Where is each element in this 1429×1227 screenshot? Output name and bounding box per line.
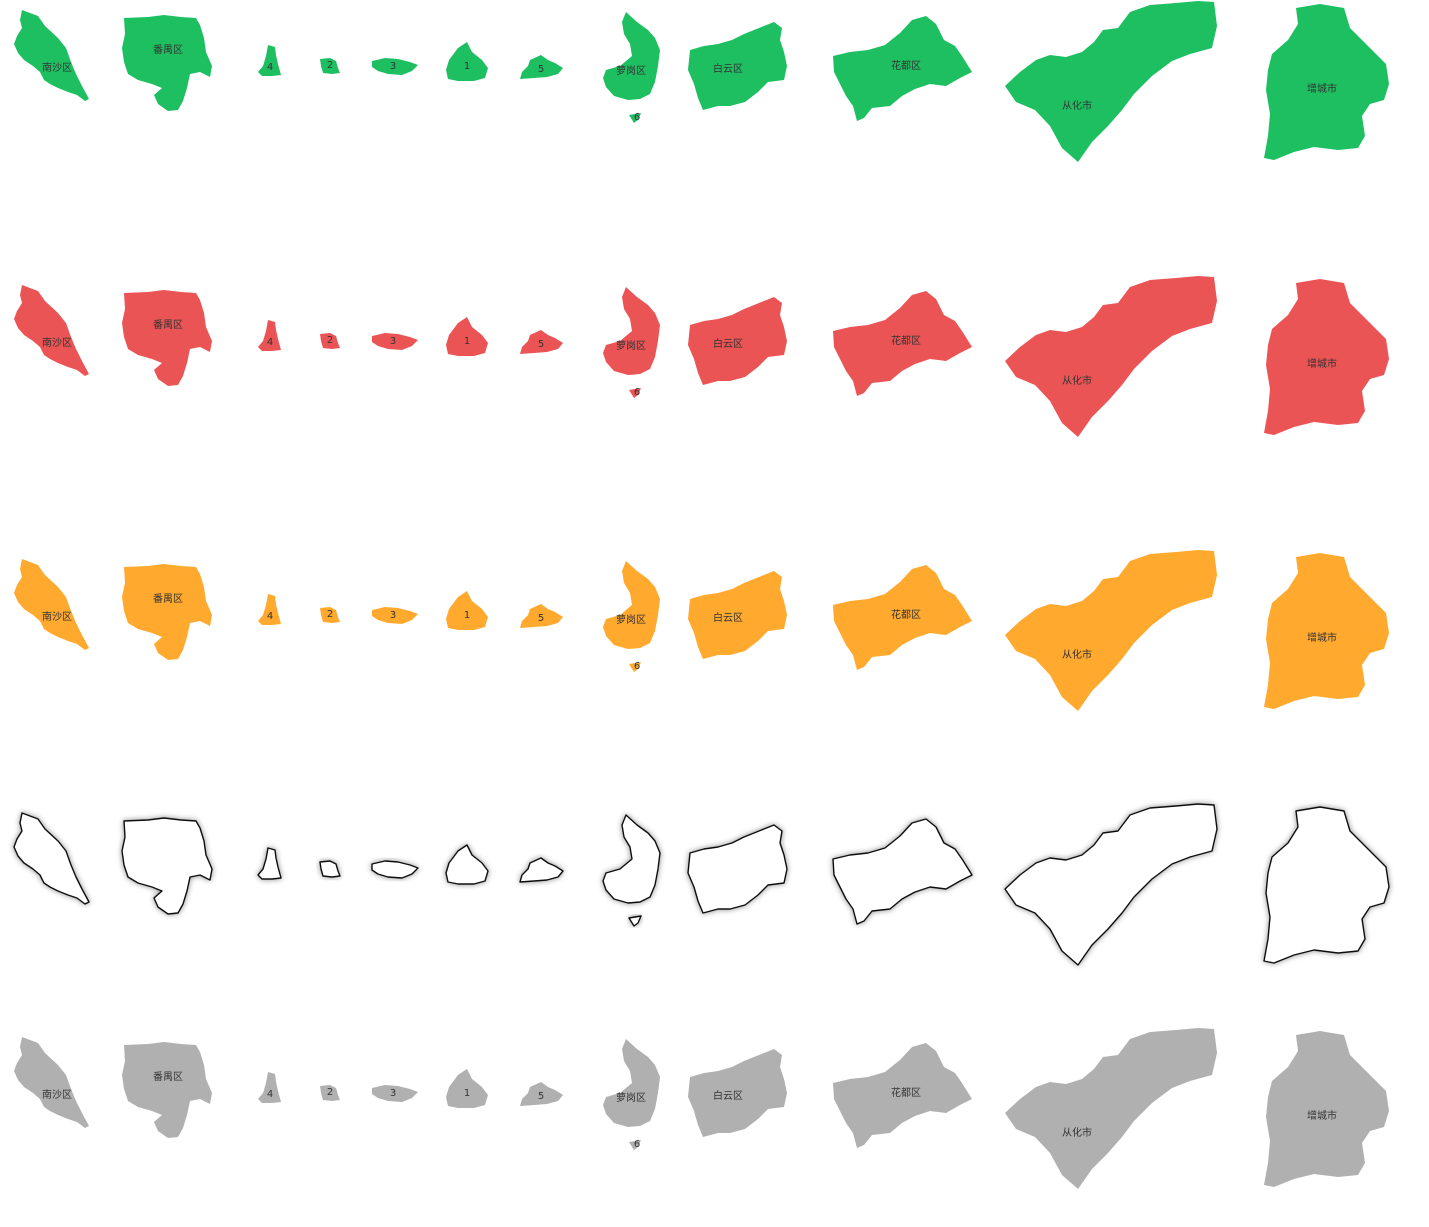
- district-nansha-outline[interactable]: [13, 812, 90, 905]
- district-d2-orange[interactable]: [320, 607, 340, 623]
- district-panyu-gray[interactable]: [122, 1042, 212, 1138]
- district-huadu-red[interactable]: [833, 291, 972, 396]
- map-row-red: 南沙区 番禺区 4 2 3 1 5 萝岗区 6 白云区 花都区 从化市 增城市: [0, 275, 1429, 475]
- district-zengcheng-green[interactable]: [1264, 4, 1389, 160]
- district-huadu-orange[interactable]: [833, 565, 972, 670]
- district-d6-gray[interactable]: [629, 1140, 641, 1150]
- district-d1-orange[interactable]: [446, 591, 488, 630]
- district-baiyun-outline[interactable]: [687, 824, 788, 914]
- district-d6-outline[interactable]: [628, 915, 642, 927]
- district-huangpu-red[interactable]: [603, 287, 660, 375]
- district-zengcheng-red[interactable]: [1264, 279, 1389, 435]
- district-d2-outline[interactable]: [319, 860, 341, 878]
- district-nansha-green[interactable]: [14, 10, 89, 101]
- district-d4-green[interactable]: [258, 45, 281, 76]
- district-d2-red[interactable]: [320, 333, 340, 349]
- district-panyu-outline[interactable]: [121, 817, 213, 915]
- district-nansha-red[interactable]: [14, 285, 89, 376]
- district-huangpu-green[interactable]: [603, 12, 660, 100]
- district-d5-green[interactable]: [520, 55, 563, 79]
- district-panyu-red[interactable]: [122, 290, 212, 386]
- district-d6-green[interactable]: [629, 113, 641, 123]
- district-d6-orange[interactable]: [629, 662, 641, 672]
- district-conghua-orange[interactable]: [1005, 550, 1217, 711]
- district-d2-green[interactable]: [320, 58, 340, 74]
- map-svg-green: [14, 1, 1389, 162]
- district-baiyun-gray[interactable]: [688, 1049, 787, 1137]
- district-d6-red[interactable]: [629, 388, 641, 398]
- district-map-sheet: 南沙区 番禺区 4 2 3 1 5 萝岗区 6 白云区 花都区 从化市 增城市 南沙区 番禺区 4 2 3 1 5 萝岗…: [0, 0, 1429, 1189]
- district-conghua-red[interactable]: [1005, 276, 1217, 437]
- district-conghua-gray[interactable]: [1005, 1028, 1217, 1189]
- district-d3-red[interactable]: [372, 333, 418, 350]
- map-row-green: 南沙区 番禺区 4 2 3 1 5 萝岗区 6 白云区 花都区 从化市 增城市: [0, 0, 1429, 200]
- district-d1-gray[interactable]: [446, 1069, 488, 1108]
- district-huadu-gray[interactable]: [833, 1043, 972, 1148]
- district-d3-gray[interactable]: [372, 1085, 418, 1102]
- district-d2-gray[interactable]: [320, 1085, 340, 1101]
- map-svg-red: [14, 276, 1389, 437]
- district-huangpu-outline[interactable]: [602, 814, 661, 904]
- map-row-gray: 南沙区 番禺区 4 2 3 1 5 萝岗区 6 白云区 花都区 从化市 增城市: [0, 1027, 1429, 1227]
- district-baiyun-red[interactable]: [688, 297, 787, 385]
- district-d4-outline[interactable]: [257, 847, 282, 880]
- district-zengcheng-gray[interactable]: [1264, 1031, 1389, 1187]
- district-d1-green[interactable]: [446, 42, 488, 81]
- district-conghua-outline[interactable]: [1004, 803, 1218, 966]
- district-nansha-gray[interactable]: [14, 1037, 89, 1128]
- district-huangpu-gray[interactable]: [603, 1039, 660, 1127]
- district-panyu-orange[interactable]: [122, 564, 212, 660]
- district-huangpu-orange[interactable]: [603, 561, 660, 649]
- district-d3-orange[interactable]: [372, 607, 418, 624]
- district-huadu-outline[interactable]: [832, 818, 973, 925]
- district-conghua-green[interactable]: [1005, 1, 1217, 162]
- district-d4-gray[interactable]: [258, 1072, 281, 1103]
- district-d5-orange[interactable]: [520, 604, 563, 628]
- district-huadu-green[interactable]: [833, 16, 972, 121]
- district-d5-gray[interactable]: [520, 1082, 563, 1106]
- district-d1-outline[interactable]: [445, 844, 489, 885]
- map-svg-gray: [14, 1028, 1389, 1189]
- map-svg-outline: [13, 803, 1390, 966]
- district-d1-red[interactable]: [446, 317, 488, 356]
- district-nansha-orange[interactable]: [14, 559, 89, 650]
- district-d4-orange[interactable]: [258, 594, 281, 625]
- district-panyu-green[interactable]: [122, 15, 212, 111]
- district-baiyun-green[interactable]: [688, 22, 787, 110]
- district-d3-green[interactable]: [372, 58, 418, 75]
- district-zengcheng-outline[interactable]: [1263, 806, 1390, 964]
- district-d5-outline[interactable]: [519, 857, 564, 883]
- map-svg-orange: [14, 550, 1389, 711]
- district-d5-red[interactable]: [520, 330, 563, 354]
- district-baiyun-orange[interactable]: [688, 571, 787, 659]
- district-d4-red[interactable]: [258, 320, 281, 351]
- map-row-orange: 南沙区 番禺区 4 2 3 1 5 萝岗区 6 白云区 花都区 从化市 增城市: [0, 549, 1429, 749]
- map-row-outline: [0, 803, 1429, 1003]
- district-zengcheng-orange[interactable]: [1264, 553, 1389, 709]
- district-d3-outline[interactable]: [371, 860, 419, 879]
